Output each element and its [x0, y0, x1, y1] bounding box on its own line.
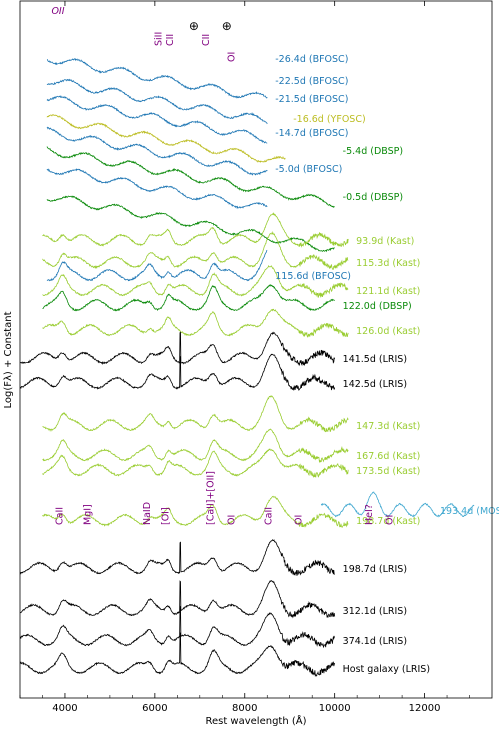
series-label-16-6d-yfosc: -16.6d (YFOSC)	[293, 114, 365, 125]
plot-area	[20, 57, 475, 677]
series-label-115-6d-bfosc: 115.6d (BFOSC)	[275, 271, 351, 282]
series-label-374-1d-lris: 374.1d (LRIS)	[343, 636, 407, 647]
spectrum-26-4d-bfosc	[46, 57, 268, 99]
spectrum-115-6d-bfosc	[46, 249, 268, 282]
line-id-hei: HeI?	[364, 504, 375, 525]
spectrum-198-7d-lris	[20, 539, 335, 576]
series-label-142-5d-lris: 142.5d (LRIS)	[343, 379, 407, 390]
line-id-caii: CaII	[55, 507, 66, 525]
y-axis-title: Log(Fλ) + Constant	[3, 311, 14, 408]
spectrum-193-4d-mosfire	[320, 491, 475, 518]
line-id-cii: CII	[201, 34, 212, 46]
x-tick-label: 4000	[52, 703, 77, 714]
series-label-115-3d-kast: 115.3d (Kast)	[356, 258, 420, 269]
series-label-122-0d-dbsp: 122.0d (DBSP)	[343, 301, 412, 312]
line-id-mgi: MgI]	[83, 504, 94, 525]
spectrum-14-7d-bfosc	[46, 126, 268, 176]
x-tick-label: 10000	[319, 703, 351, 714]
spectrum-22-5d-bfosc	[46, 78, 268, 125]
spectrum-141-5d-lris	[20, 331, 336, 367]
telluric-marker: ⊕	[222, 19, 232, 33]
spectrum-173-5d-kast	[42, 448, 349, 479]
line-id-oi: OI	[227, 515, 238, 525]
spectrum-5-4d-dbsp	[46, 146, 335, 208]
series-label-141-5d-lris: 141.5d (LRIS)	[343, 354, 407, 365]
series-label-198-7d-kast: 198.7d (Kast)	[356, 516, 420, 527]
line-id-oi: OI	[294, 515, 305, 525]
spectrum-5-0d-bfosc	[46, 168, 268, 210]
series-label-0-5d-dbsp: -0.5d (DBSP)	[343, 192, 403, 203]
series-label-147-3d-kast: 147.3d (Kast)	[356, 421, 420, 432]
spectrum-198-7d-kast	[42, 495, 349, 528]
plot-frame	[19, 0, 493, 699]
line-id-oi: OI	[385, 515, 396, 525]
spectrum-16-6d-yfosc	[46, 114, 286, 163]
series-label-126-0d-kast: 126.0d (Kast)	[356, 326, 420, 337]
line-id-cii: CII	[165, 34, 176, 46]
line-id-siii: SiII	[154, 32, 165, 46]
telluric-marker: ⊕	[189, 19, 199, 33]
spectrum-147-3d-kast	[42, 395, 349, 433]
series-labels: -26.4d (BFOSC) -22.5d (BFOSC) -21.5d (BFOS…	[275, 54, 499, 675]
spectrum-93-9d-kast	[42, 212, 349, 248]
series-label-5-4d-dbsp: -5.4d (DBSP)	[343, 146, 403, 157]
series-label-121-1d-kast: 121.1d (Kast)	[356, 286, 420, 297]
series-label-22-5d-bfosc: -22.5d (BFOSC)	[275, 76, 348, 87]
series-label-21-5d-bfosc: -21.5d (BFOSC)	[275, 94, 348, 105]
line-id-oii: OII	[51, 6, 64, 17]
x-tick-label: 12000	[409, 703, 441, 714]
series-label-193-4d-mosfire: 193.4d (MOSFIRE)	[440, 506, 499, 517]
line-id-oi: [OI]	[160, 507, 171, 525]
series-label-26-4d-bfosc: -26.4d (BFOSC)	[275, 54, 348, 65]
spectra-group	[20, 57, 475, 677]
line-id-naid: NaID	[142, 502, 153, 525]
spectrum-167-6d-kast	[42, 428, 349, 464]
spectrum-374-1d-lris	[20, 605, 336, 649]
x-axis-title: Rest wavelength (Å)	[205, 714, 306, 727]
spectrum-126-0d-kast	[42, 308, 349, 338]
spectrum-121-1d-kast	[42, 265, 349, 298]
spectrum-312-1d-lris	[20, 580, 336, 619]
series-label-93-9d-kast: 93.9d (Kast)	[356, 236, 414, 247]
spectrum-21-5d-bfosc	[46, 94, 268, 144]
x-tick-label: 8000	[232, 703, 257, 714]
x-axis: 4000 6000 8000 10000 12000	[19, 1, 470, 714]
series-label-312-1d-lris: 312.1d (LRIS)	[343, 606, 407, 617]
spectrum-host-galaxy-lris	[20, 632, 336, 677]
series-label-14-7d-bfosc: -14.7d (BFOSC)	[275, 128, 348, 139]
series-label-173-5d-kast: 173.5d (Kast)	[356, 466, 420, 477]
spectrum-115-3d-kast	[42, 231, 349, 271]
series-label-5-0d-bfosc: -5.0d (BFOSC)	[275, 164, 342, 175]
series-label-host-galaxy-lris: Host galaxy (LRIS)	[343, 664, 430, 675]
series-label-167-6d-kast: 167.6d (Kast)	[356, 451, 420, 462]
line-id-oi: OI	[227, 52, 238, 62]
spectrum-142-5d-lris	[20, 353, 336, 391]
line-id-caii: CaII	[264, 507, 275, 525]
line-id-caii-oii: [CaII]+[OII]	[205, 471, 216, 525]
spectrum-122-0d-dbsp	[42, 283, 335, 312]
series-label-198-7d-lris: 198.7d (LRIS)	[343, 564, 407, 575]
x-tick-label: 6000	[142, 703, 167, 714]
spectrum-0-5d-dbsp	[46, 195, 335, 253]
